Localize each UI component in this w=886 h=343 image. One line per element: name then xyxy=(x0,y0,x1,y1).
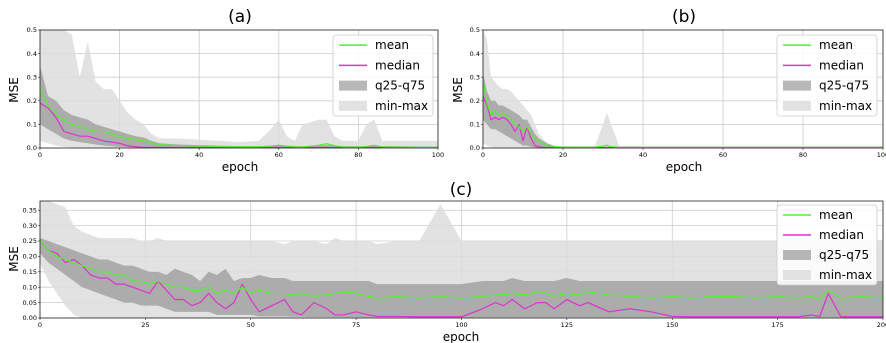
panel-title: (b) xyxy=(672,7,696,27)
x-tick-label: 75 xyxy=(352,321,360,329)
legend-box xyxy=(776,34,878,117)
x-tick-label: 40 xyxy=(639,151,647,159)
y-tick-label: 0.10 xyxy=(23,283,37,291)
y-tick-label: 0.25 xyxy=(23,237,37,245)
axes-frame xyxy=(39,29,439,149)
plot-area xyxy=(40,201,883,318)
legend-box xyxy=(776,204,878,286)
x-tick-label: 20 xyxy=(559,151,567,159)
plot-area xyxy=(40,30,438,148)
legend-label-mean: mean xyxy=(819,38,853,52)
legend-label-q25-q75: q25-q75 xyxy=(819,248,869,262)
y-tick-label: 0.1 xyxy=(27,121,37,129)
x-tick-label: 50 xyxy=(247,321,255,329)
series-mean-line xyxy=(40,240,883,301)
y-axis-label: MSE xyxy=(7,246,21,272)
x-tick-label: 25 xyxy=(141,321,149,329)
legend-label-median: median xyxy=(819,228,864,242)
legend-label-min-max: min-max xyxy=(375,99,428,113)
legend-label-min-max: min-max xyxy=(819,268,872,282)
y-tick-label: 0.4 xyxy=(470,50,480,58)
panel-a: (a) epoch MSE 0 20 40 60 80 100 0.0 0.1 0.2 0.3 0.… xyxy=(7,7,444,174)
x-tick-label: 125 xyxy=(561,321,573,329)
y-tick-label: 0.3 xyxy=(470,73,480,81)
x-tick-label: 60 xyxy=(719,151,727,159)
panel-title: (a) xyxy=(228,7,252,27)
x-tick-label: 175 xyxy=(771,321,783,329)
legend-swatch-min-max xyxy=(783,100,811,111)
panel-c: (c) epoch MSE 0 25 50 75 100 125 150 175 200 0.00… xyxy=(7,180,886,343)
x-tick-label: 100 xyxy=(432,151,444,159)
x-tick-label: 100 xyxy=(455,321,467,329)
x-tick-label: 60 xyxy=(275,151,283,159)
y-tick-label: 0.0 xyxy=(27,144,37,152)
y-tick-label: 0.5 xyxy=(27,26,37,34)
y-tick-label: 0.1 xyxy=(470,121,480,129)
y-tick-label: 0.05 xyxy=(23,299,37,307)
y-tick-label: 0.0 xyxy=(470,144,480,152)
legend-label-median: median xyxy=(375,58,420,72)
x-tick-label: 0 xyxy=(38,151,42,159)
legend-swatch-min-max xyxy=(783,270,811,280)
series-mean-line xyxy=(40,88,438,148)
y-axis-label: MSE xyxy=(7,77,21,103)
y-tick-label: 0.30 xyxy=(23,222,37,230)
legend: mean median q25-q75 min-max xyxy=(776,34,878,117)
legend-label-mean: mean xyxy=(819,208,853,222)
panel-b: (b) epoch MSE 0 20 40 60 80 100 0.0 0.1 0.2 0.3 0.… xyxy=(451,7,886,174)
x-tick-label: 20 xyxy=(115,151,123,159)
x-tick-label: 0 xyxy=(38,321,42,329)
legend-swatch-q25-q75 xyxy=(783,250,811,260)
legend-label-median: median xyxy=(819,58,864,72)
x-tick-label: 80 xyxy=(354,151,362,159)
legend-swatch-q25-q75 xyxy=(783,80,811,91)
y-tick-label: 0.2 xyxy=(470,97,480,105)
y-tick-label: 0.20 xyxy=(23,253,37,261)
legend-swatch-q25-q75 xyxy=(339,80,367,91)
x-tick-label: 80 xyxy=(799,151,807,159)
x-tick-label: 40 xyxy=(195,151,203,159)
legend-label-mean: mean xyxy=(375,38,409,52)
plot-area xyxy=(483,30,883,148)
y-tick-label: 0.3 xyxy=(27,73,37,81)
legend-label-q25-q75: q25-q75 xyxy=(819,79,869,93)
x-axis-label: epoch xyxy=(666,160,703,174)
legend: mean median q25-q75 min-max xyxy=(776,204,878,286)
axes-frame xyxy=(482,29,884,149)
panel-title: (c) xyxy=(450,180,473,200)
legend-box xyxy=(332,34,434,117)
y-tick-label: 0.5 xyxy=(470,26,480,34)
y-tick-label: 0.4 xyxy=(27,50,37,58)
legend-label-q25-q75: q25-q75 xyxy=(375,79,425,93)
x-tick-label: 200 xyxy=(877,321,886,329)
y-tick-label: 0.2 xyxy=(27,97,37,105)
series-q25-q75-band xyxy=(40,237,883,318)
legend: mean median q25-q75 min-max xyxy=(332,34,434,117)
y-axis-label: MSE xyxy=(451,77,465,103)
series-q25-q75-band xyxy=(40,65,438,148)
x-tick-label: 150 xyxy=(666,321,678,329)
series-median-line xyxy=(40,240,883,318)
y-tick-label: 0.00 xyxy=(23,314,37,322)
y-tick-label: 0.15 xyxy=(23,268,37,276)
legend-swatch-min-max xyxy=(339,100,367,111)
series-mean-line xyxy=(483,81,883,148)
y-tick-label: 0.35 xyxy=(23,206,37,214)
x-axis-label: epoch xyxy=(222,160,259,174)
x-axis-label: epoch xyxy=(443,330,480,343)
legend-label-min-max: min-max xyxy=(819,99,872,113)
x-tick-label: 0 xyxy=(481,151,485,159)
x-tick-label: 100 xyxy=(877,151,886,159)
